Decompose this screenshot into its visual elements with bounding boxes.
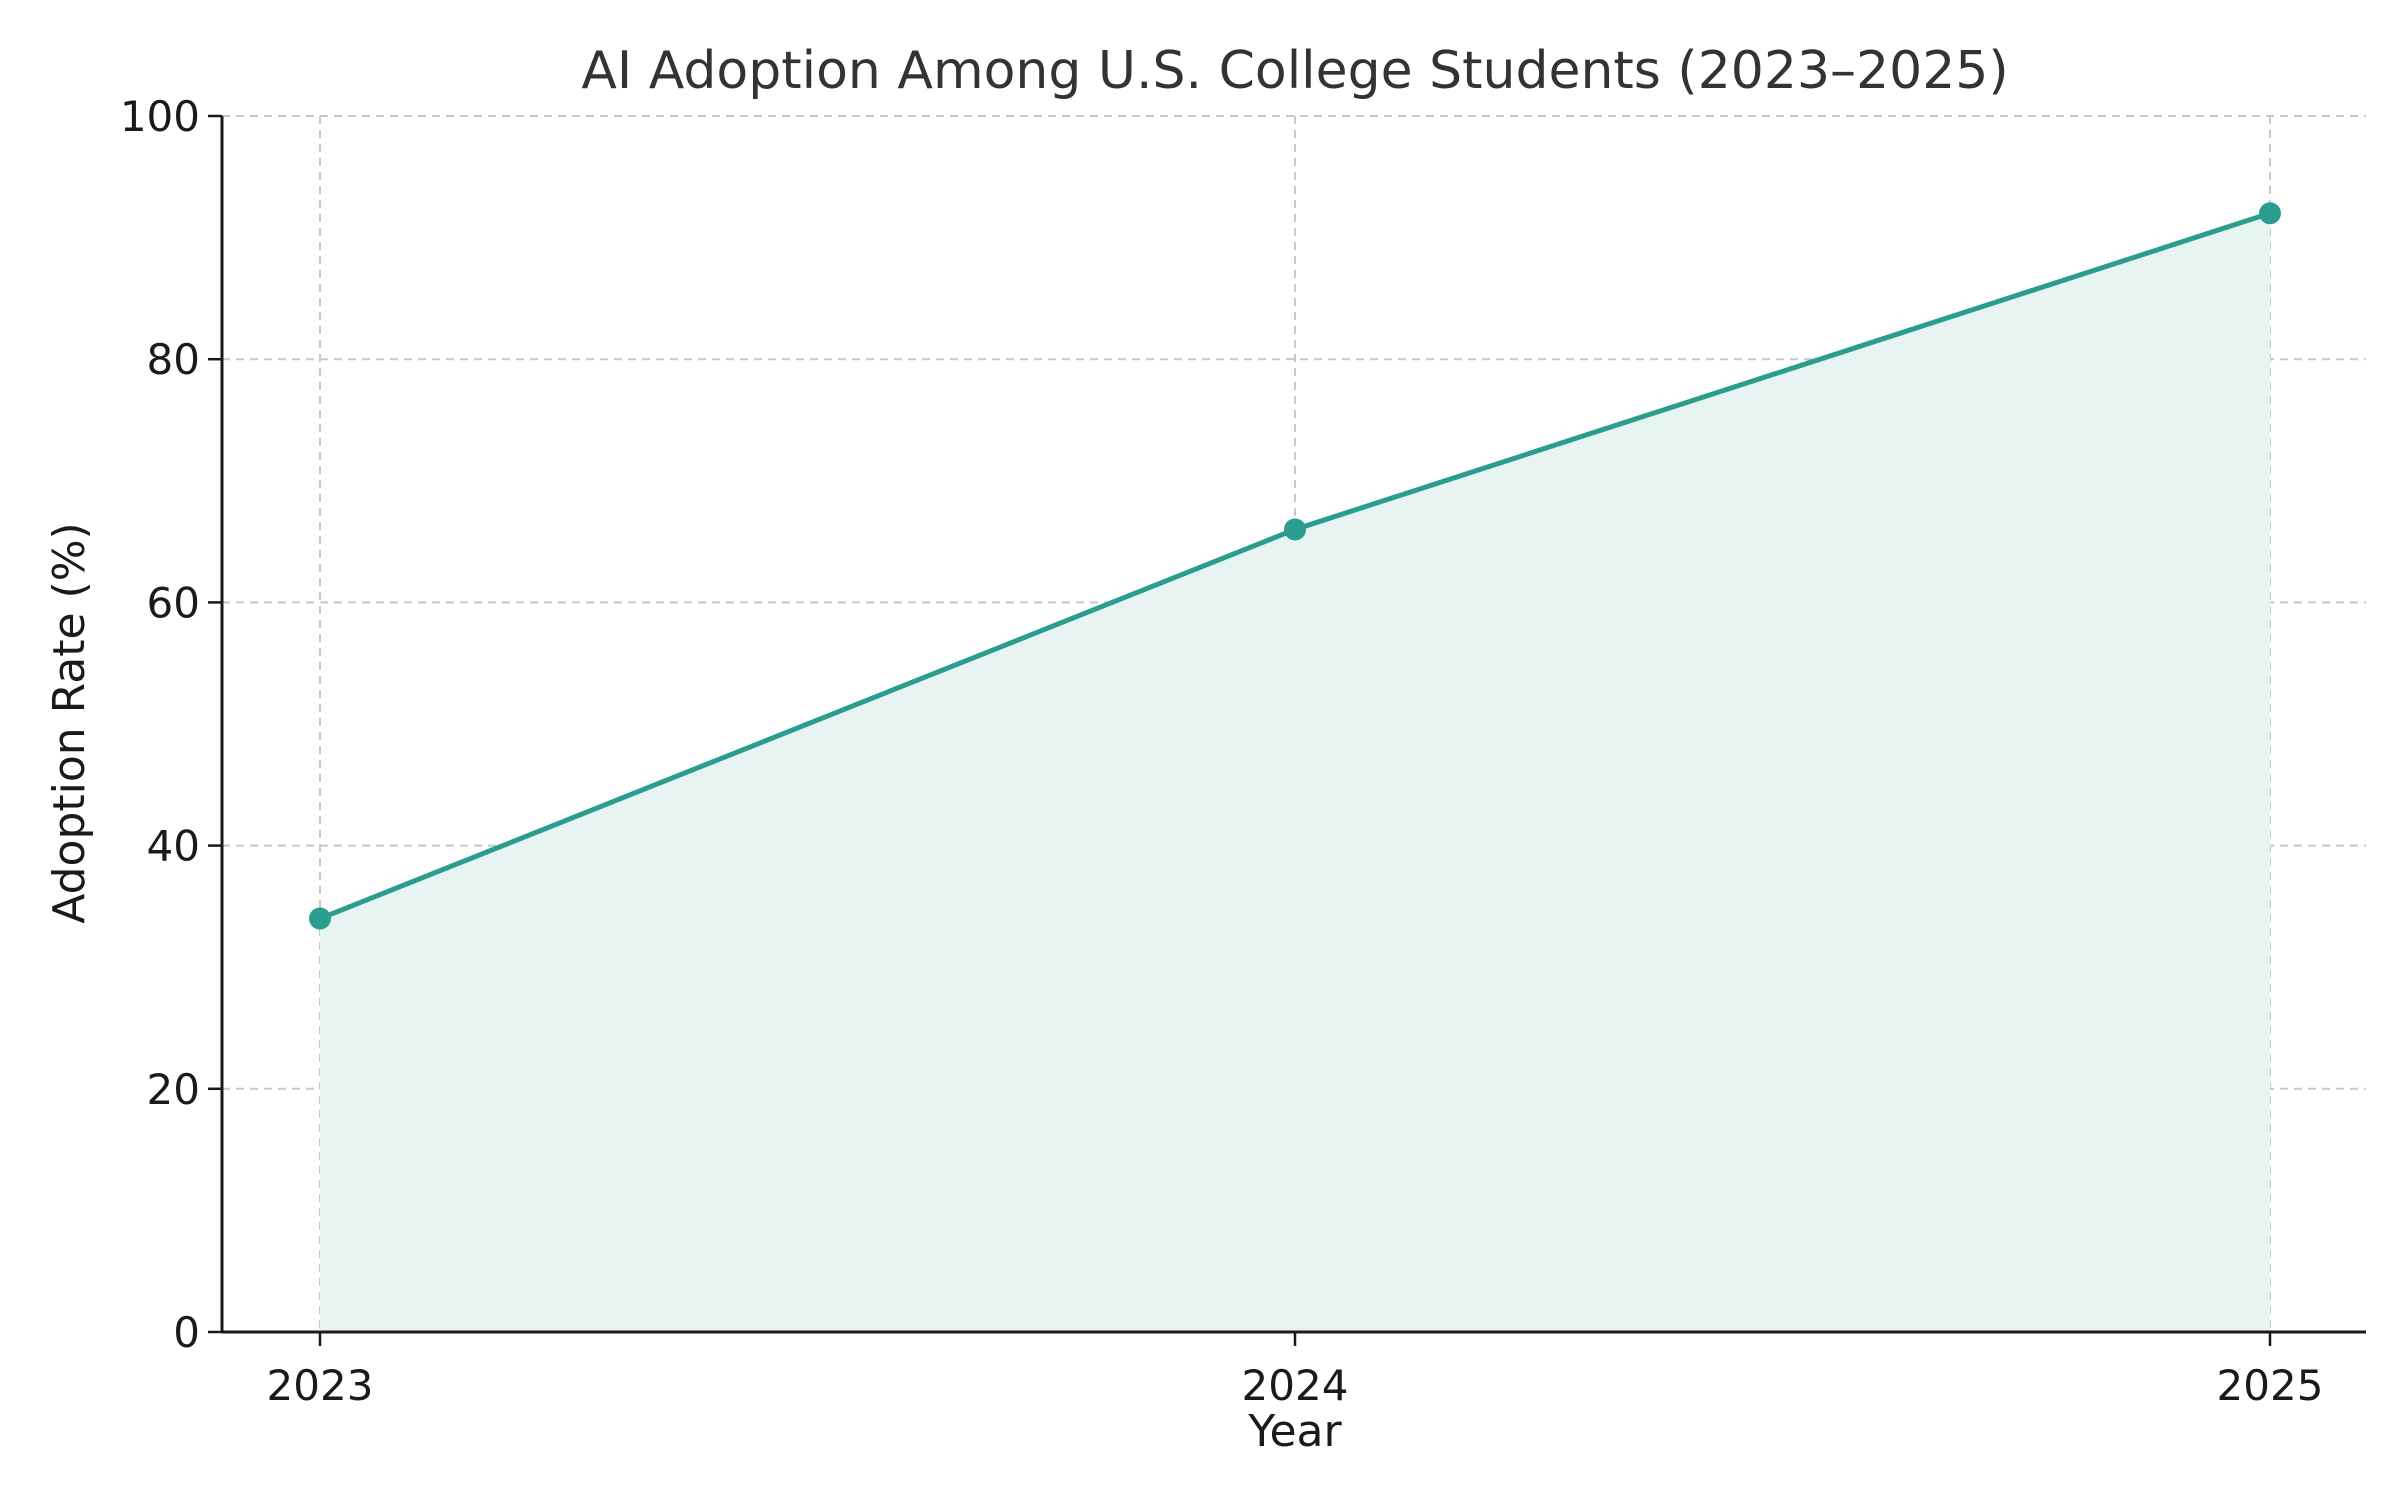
y-tick-label: 20: [147, 1065, 200, 1114]
area-layer: [320, 213, 2270, 1332]
x-axis-label: Year: [1247, 1406, 1342, 1457]
y-tick-label: 40: [147, 822, 200, 871]
marker-layer: [309, 202, 2281, 930]
y-tick-label: 80: [147, 335, 200, 384]
series-area-fill: [320, 213, 2270, 1332]
y-tick-label: 0: [173, 1308, 200, 1357]
x-tick-label: 2024: [1242, 1361, 1349, 1410]
x-tick-label: 2025: [2217, 1361, 2324, 1410]
x-tick-label: 2023: [267, 1361, 374, 1410]
data-point-2025: [2259, 202, 2281, 225]
data-point-2023: [309, 907, 331, 930]
y-tick-label: 100: [120, 92, 200, 141]
data-point-2024: [1284, 518, 1306, 541]
y-axis-label: Adoption Rate (%): [44, 522, 95, 923]
chart-title: AI Adoption Among U.S. College Students …: [581, 41, 2008, 101]
ticks: 0 20 40 60 80 100 2023 2024 2025: [120, 92, 2324, 1410]
y-tick-label: 60: [147, 578, 200, 627]
